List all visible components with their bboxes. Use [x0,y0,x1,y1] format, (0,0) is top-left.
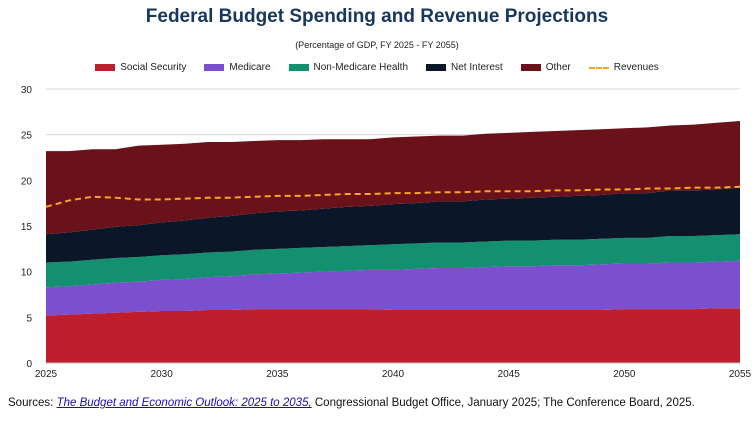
legend-swatch-revenues [588,66,609,69]
x-tick-label-2025: 2025 [35,369,58,380]
legend-label-other: Other [545,62,571,73]
area-non-medicare-health [46,234,740,288]
sources-link[interactable]: The Budget and Economic Outlook: 2025 to… [56,397,312,409]
sources-rest: Congressional Budget Office, January 202… [311,397,695,409]
y-tick-label-0: 0 [26,359,32,370]
x-tick-label-2045: 2045 [498,369,521,380]
x-tick-label-2040: 2040 [382,369,405,380]
legend-swatch-net-interest [426,64,447,71]
legend-swatch-other [520,64,541,71]
legend-label-social-security: Social Security [120,62,187,73]
y-tick-label-5: 5 [26,313,32,324]
legend-swatch-social-security [95,64,116,71]
chart-subtitle: (Percentage of GDP, FY 2025 - FY 2055) [295,40,459,50]
legend-item-non-medicare-health: Non-Medicare Health [288,62,409,73]
area-social-security [46,308,740,363]
y-tick-label-15: 15 [21,222,33,233]
legend-label-revenues: Revenues [613,62,659,73]
legend-item-net-interest: Net Interest [426,62,503,73]
area-medicare [46,260,740,316]
chart-title: Federal Budget Spending and Revenue Proj… [145,6,609,27]
legend-swatch-medicare [204,64,225,71]
legend-label-non-medicare-health: Non-Medicare Health [313,62,409,73]
x-tick-label-2050: 2050 [613,369,636,380]
legend-item-revenues: Revenues [588,62,659,73]
sources-note: Sources: The Budget and Economic Outlook… [8,396,718,410]
x-tick-label-2030: 2030 [151,369,174,380]
legend-item-medicare: Medicare [204,62,271,73]
y-tick-label-30: 30 [21,85,33,96]
legend-swatch-non-medicare-health [288,64,309,71]
y-tick-label-25: 25 [21,131,33,142]
sources-prefix: Sources: [8,397,57,409]
area-net-interest [46,187,740,263]
x-tick-label-2035: 2035 [266,369,289,380]
legend-item-other: Other [520,62,571,73]
legend-label-medicare: Medicare [229,62,271,73]
y-tick-label-10: 10 [21,268,33,279]
legend-item-social-security: Social Security [95,62,186,73]
legend-label-net-interest: Net Interest [451,62,503,73]
chart-legend: Social Security Medicare Non-Medicare He… [0,62,754,73]
area-other [46,120,740,235]
x-tick-label-2055: 2055 [729,369,752,380]
y-tick-label-20: 20 [21,176,33,187]
